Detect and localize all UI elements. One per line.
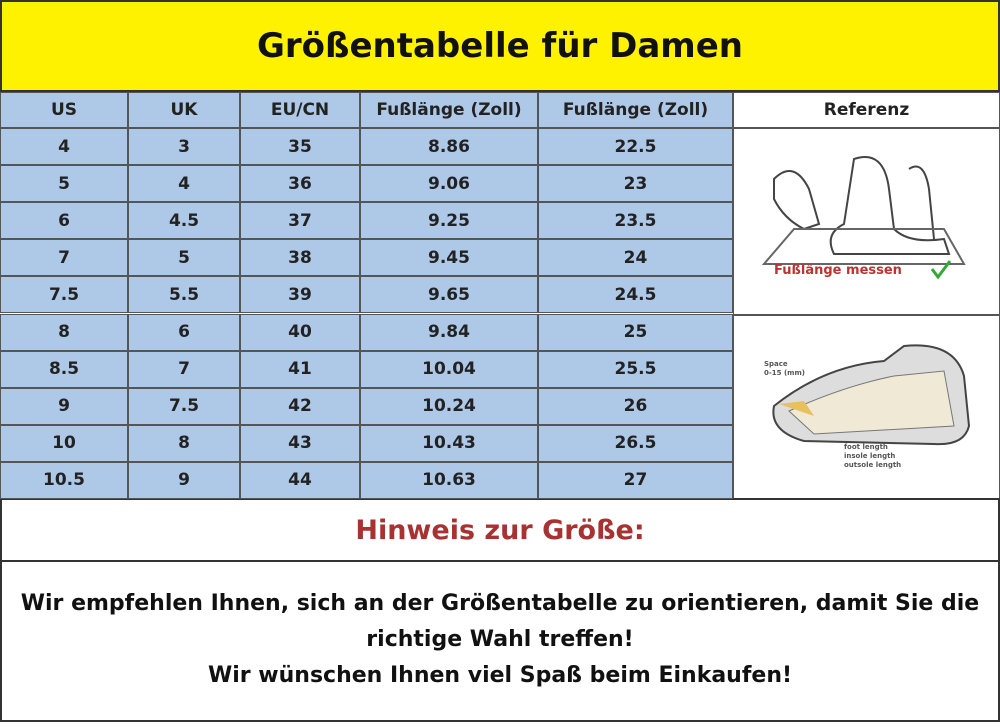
table-cell: 4 (128, 165, 240, 203)
notice-line: Wir wünschen Ihnen viel Spaß beim Einkau… (207, 663, 793, 688)
table-cell: 9.84 (360, 313, 538, 351)
table-cell: 23.5 (538, 202, 733, 240)
table-cell: 9 (128, 461, 240, 499)
table-cell: 9.25 (360, 202, 538, 240)
column-header: Referenz (733, 92, 1000, 128)
table-cell: 42 (240, 387, 360, 425)
notice-line: richtige Wahl treffen! (366, 627, 634, 652)
table-cell: 6 (128, 313, 240, 351)
table-cell: 9.45 (360, 239, 538, 277)
table-cell: 9 (0, 387, 128, 425)
table-cell: 7.5 (128, 387, 240, 425)
table-cell: 5 (0, 165, 128, 203)
table-cell: 10.63 (360, 461, 538, 499)
table-cell: 10.43 (360, 424, 538, 462)
table-cell: 8.5 (0, 350, 128, 388)
table-cell: 38 (240, 239, 360, 277)
column-header: US (0, 92, 128, 128)
label: foot length (844, 443, 888, 451)
table-cell: 10.24 (360, 387, 538, 425)
column-header: Fußlänge (Zoll) (538, 92, 733, 128)
table-cell: 5.5 (128, 276, 240, 314)
column-header: EU/CN (240, 92, 360, 128)
table-cell: 44 (240, 461, 360, 499)
table-cell: 3 (128, 128, 240, 166)
table-cell: 39 (240, 276, 360, 314)
table-cell: 7 (0, 239, 128, 277)
table-cell: 10 (0, 424, 128, 462)
table-cell: 5 (128, 239, 240, 277)
shoe-sketch: Space 0-15 (mm) foot length insole lengt… (764, 344, 971, 469)
label: 0-15 (mm) (764, 369, 805, 377)
table-cell: 10.04 (360, 350, 538, 388)
notice-body: Wir empfehlen Ihnen, sich an der Größent… (0, 560, 1000, 722)
table-cell: 4 (0, 128, 128, 166)
label: outsole length (844, 461, 901, 469)
table-cell: 6 (0, 202, 128, 240)
table-cell: 35 (240, 128, 360, 166)
reference-image-2: Space 0-15 (mm) foot length insole lengt… (733, 315, 1000, 499)
table-cell: 9.06 (360, 165, 538, 203)
table-cell: 10.5 (0, 461, 128, 499)
table-cell: 25 (538, 313, 733, 351)
table-cell: 8 (128, 424, 240, 462)
reference-image-1: Fußlänge messen (733, 128, 1000, 315)
foot-measure-sketch: Fußlänge messen (761, 156, 966, 280)
table-cell: 43 (240, 424, 360, 462)
table-cell: 8 (0, 313, 128, 351)
table-cell: 23 (538, 165, 733, 203)
table-cell: 9.65 (360, 276, 538, 314)
table-cell: 25.5 (538, 350, 733, 388)
table-cell: 4.5 (128, 202, 240, 240)
notice-line: Wir empfehlen Ihnen, sich an der Größent… (20, 591, 980, 616)
table-cell: 24 (538, 239, 733, 277)
table-cell: 26 (538, 387, 733, 425)
column-header: UK (128, 92, 240, 128)
table-cell: 40 (240, 313, 360, 351)
table-cell: 24.5 (538, 276, 733, 314)
table-cell: 7 (128, 350, 240, 388)
table-cell: 26.5 (538, 424, 733, 462)
notice-title: Hinweis zur Größe: (0, 498, 1000, 562)
table-cell: 36 (240, 165, 360, 203)
label: insole length (844, 452, 895, 460)
table-cell: 37 (240, 202, 360, 240)
label: Space (764, 360, 788, 368)
table-cell: 27 (538, 461, 733, 499)
table-cell: 8.86 (360, 128, 538, 166)
column-header: Fußlänge (Zoll) (360, 92, 538, 128)
table-cell: 41 (240, 350, 360, 388)
table-cell: 7.5 (0, 276, 128, 314)
table-cell: 22.5 (538, 128, 733, 166)
title: Größentabelle für Damen (0, 0, 1000, 92)
caption: Fußlänge messen (774, 263, 902, 278)
